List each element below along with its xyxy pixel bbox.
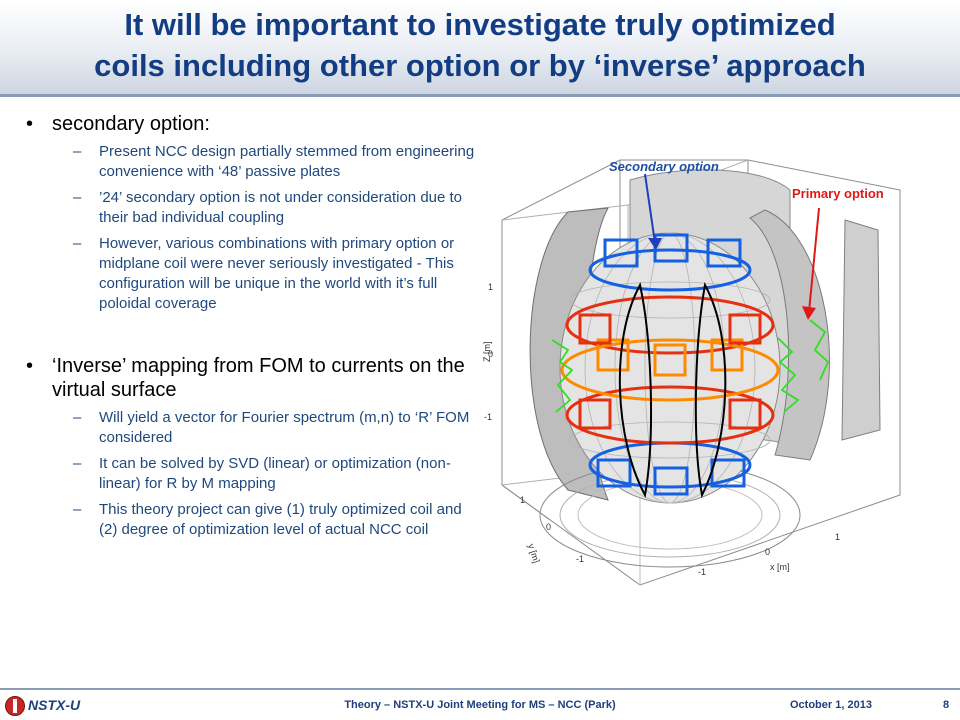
- x-tick: -1: [698, 567, 706, 577]
- primary-option-label: Primary option: [792, 186, 884, 201]
- z-axis-label: Z [m]: [482, 342, 492, 363]
- bullet-list: • secondary option: – Present NCC design…: [26, 112, 476, 540]
- sub-bullet: – Will yield a vector for Fourier spectr…: [26, 408, 476, 448]
- y-tick: -1: [576, 554, 584, 564]
- y-tick: 0: [546, 522, 551, 532]
- y-tick: 1: [520, 495, 525, 505]
- sub-bullet-text: ’24’ secondary option is not under consi…: [99, 189, 463, 226]
- title-divider: [0, 94, 960, 97]
- bullet-text: ‘Inverse’ mapping from FOM to currents o…: [52, 355, 465, 401]
- vessel-mesh: [569, 232, 771, 504]
- bullet-marker: •: [26, 355, 34, 377]
- sub-bullet-text: Present NCC design partially stemmed fro…: [99, 143, 475, 180]
- sub-bullet: – It can be solved by SVD (linear) or op…: [26, 454, 476, 494]
- dash-marker: –: [73, 235, 82, 252]
- dash-marker: –: [73, 455, 82, 472]
- sub-bullet-text: It can be solved by SVD (linear) or opti…: [99, 455, 451, 492]
- x-tick: 0: [765, 547, 770, 557]
- bullet-secondary-option: • secondary option:: [26, 112, 476, 136]
- nstx-logo-icon: [5, 696, 25, 716]
- bullet-inverse-mapping: • ‘Inverse’ mapping from FOM to currents…: [26, 354, 476, 402]
- page-number: 8: [943, 699, 950, 711]
- title-line-2: coils including other option or by ‘inve…: [94, 48, 866, 83]
- y-axis-label: y [m]: [526, 543, 542, 565]
- x-tick: 1: [835, 532, 840, 542]
- sub-bullet-text: This theory project can give (1) truly o…: [99, 501, 462, 538]
- vessel-sphere: [559, 232, 781, 504]
- z-tick: 1: [488, 282, 493, 292]
- midplane-coils: [551, 319, 830, 413]
- dash-marker: –: [73, 409, 82, 426]
- footer-brand: NSTX-U: [28, 697, 81, 713]
- sub-bullet: – Present NCC design partially stemmed f…: [26, 142, 476, 182]
- sub-bullet: – ’24’ secondary option is not under con…: [26, 188, 476, 228]
- coil-3d-plot: Z [m] 1 0 -1 y [m] 1 0 -1 x [m] -1 0 1: [482, 159, 901, 586]
- bullet-marker: •: [26, 113, 34, 135]
- footer-meeting-title: Theory – NSTX-U Joint Meeting for MS – N…: [344, 699, 616, 711]
- bullet-text: secondary option:: [52, 113, 210, 135]
- z-tick: 0: [488, 349, 493, 359]
- dash-marker: –: [73, 501, 82, 518]
- footer-divider: [0, 688, 960, 690]
- sub-bullet-text: However, various combinations with prima…: [99, 235, 455, 312]
- footer-date: October 1, 2013: [790, 699, 872, 711]
- sub-bullet: – However, various combinations with pri…: [26, 234, 476, 314]
- z-tick: -1: [484, 412, 492, 422]
- sub-bullet-text: Will yield a vector for Fourier spectrum…: [99, 409, 470, 446]
- dash-marker: –: [73, 189, 82, 206]
- slide-title: It will be important to investigate trul…: [0, 4, 960, 86]
- plasma-boundary: [618, 282, 727, 499]
- callout-arrows: [644, 173, 820, 320]
- title-line-1: It will be important to investigate trul…: [124, 7, 836, 42]
- x-axis-label: x [m]: [770, 562, 790, 572]
- coil-configuration-figure: Z [m] 1 0 -1 y [m] 1 0 -1 x [m] -1 0 1 S…: [480, 100, 960, 690]
- footer: NSTX-U Theory – NSTX-U Joint Meeting for…: [0, 688, 960, 720]
- secondary-option-label: Secondary option: [609, 159, 719, 174]
- primary-coils: [560, 295, 780, 445]
- title-bar: It will be important to investigate trul…: [0, 0, 960, 94]
- sub-bullet: – This theory project can give (1) truly…: [26, 500, 476, 540]
- dash-marker: –: [73, 143, 82, 160]
